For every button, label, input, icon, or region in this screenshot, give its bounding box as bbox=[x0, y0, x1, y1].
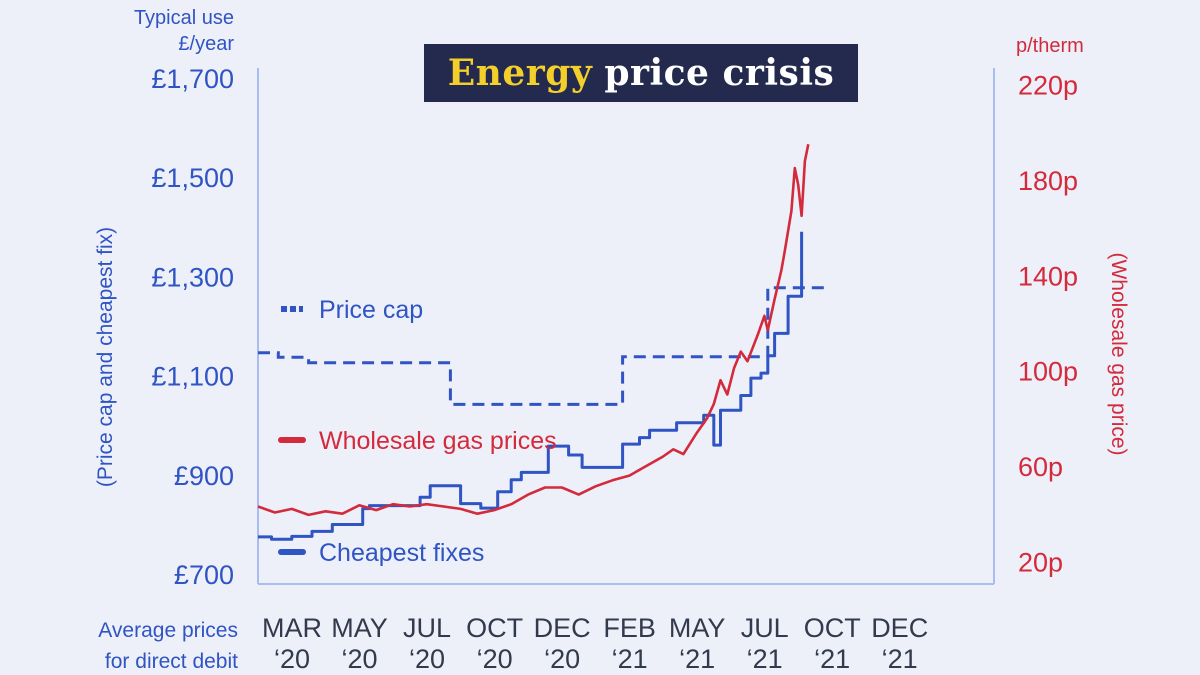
x-tick-month: DEC bbox=[534, 613, 591, 643]
legend: Price cap Wholesale gas prices Cheapest … bbox=[278, 296, 557, 567]
legend-label-price-cap: Price cap bbox=[319, 296, 423, 324]
x-axis-note-line1: Average prices bbox=[98, 619, 238, 642]
x-tick-year: ‘20 bbox=[341, 644, 377, 674]
x-tick-year: ‘20 bbox=[477, 644, 513, 674]
x-tick-month: DEC bbox=[871, 613, 928, 643]
x-tick-month: MAY bbox=[331, 613, 388, 643]
x-tick-year: ‘20 bbox=[544, 644, 580, 674]
right-tick-label: 140p bbox=[1018, 261, 1078, 291]
left-axis-title: (Price cap and cheapest fix) bbox=[94, 227, 117, 487]
chart-title-accent: Energy bbox=[447, 52, 593, 94]
right-tick-label: 20p bbox=[1018, 547, 1063, 577]
right-tick-label: 60p bbox=[1018, 452, 1063, 482]
right-unit: p/therm bbox=[1016, 35, 1084, 57]
left-tick-label: £1,100 bbox=[151, 362, 234, 392]
left-tick-label: £1,300 bbox=[151, 262, 234, 292]
x-tick-month: MAR bbox=[262, 613, 322, 643]
left-tick-label: £1,700 bbox=[151, 64, 234, 94]
legend-item-cheapest-fixes: Cheapest fixes bbox=[278, 539, 484, 567]
legend-label-cheapest-fixes: Cheapest fixes bbox=[319, 539, 484, 567]
left-tick-label: £1,500 bbox=[151, 163, 234, 193]
right-tick-label: 100p bbox=[1018, 357, 1078, 387]
x-tick-month: OCT bbox=[466, 613, 523, 643]
right-axis-title: (Wholesale gas price) bbox=[1107, 252, 1130, 455]
x-tick-month: JUL bbox=[741, 613, 789, 643]
series-wholesale-gas-line bbox=[257, 144, 810, 517]
x-tick-month: FEB bbox=[603, 613, 656, 643]
x-axis-note-line2: for direct debit bbox=[105, 650, 238, 673]
x-tick-month: OCT bbox=[804, 613, 861, 643]
legend-item-wholesale-gas: Wholesale gas prices bbox=[278, 427, 557, 455]
x-tick-year: ‘21 bbox=[747, 644, 783, 674]
legend-item-price-cap: Price cap bbox=[281, 296, 423, 324]
x-tick-month: MAY bbox=[669, 613, 726, 643]
x-tick-year: ‘20 bbox=[274, 644, 310, 674]
x-tick-year: ‘20 bbox=[409, 644, 445, 674]
x-tick-month: JUL bbox=[403, 613, 451, 643]
legend-label-wholesale-gas: Wholesale gas prices bbox=[319, 427, 557, 455]
left-tick-label: £900 bbox=[174, 461, 234, 491]
right-tick-label: 180p bbox=[1018, 166, 1078, 196]
left-unit-line2: £/year bbox=[178, 33, 234, 55]
chart-title: Energy price crisis bbox=[424, 44, 858, 102]
x-tick-year: ‘21 bbox=[882, 644, 918, 674]
series-price-cap-line bbox=[258, 286, 826, 406]
x-tick-year: ‘21 bbox=[612, 644, 648, 674]
x-tick-year: ‘21 bbox=[814, 644, 850, 674]
left-tick-label: £700 bbox=[174, 560, 234, 590]
x-tick-year: ‘21 bbox=[679, 644, 715, 674]
chart-title-rest: price crisis bbox=[604, 52, 835, 94]
right-tick-label: 220p bbox=[1018, 71, 1078, 101]
series-cheapest-fixes-line bbox=[258, 231, 804, 541]
left-unit-line1: Typical use bbox=[134, 7, 234, 29]
